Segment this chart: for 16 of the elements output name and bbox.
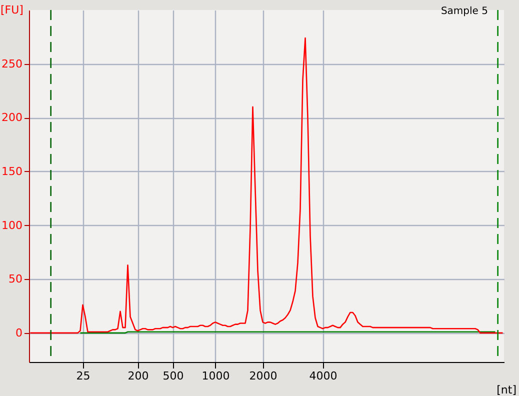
- x-tick-label: 200: [128, 370, 149, 382]
- chart-title: Sample 5: [440, 6, 488, 17]
- x-tick-label: 500: [162, 370, 184, 382]
- x-tick-label: 2000: [249, 370, 278, 382]
- y-tick-label: 0: [16, 326, 22, 340]
- x-axis-title: [nt]: [496, 384, 516, 396]
- y-tick-label: 200: [2, 111, 22, 124]
- y-tick-label: 150: [2, 164, 22, 178]
- x-tick-label: 1000: [202, 370, 230, 382]
- line-series: [30, 37, 504, 334]
- x-tick-label: 25: [76, 370, 90, 382]
- y-axis-title: [FU]: [0, 4, 24, 16]
- y-tick-label: 250: [2, 57, 22, 70]
- y-tick-label: 100: [2, 218, 22, 232]
- y-tick-label: 50: [8, 272, 22, 286]
- x-tick-label: 4000: [309, 370, 338, 382]
